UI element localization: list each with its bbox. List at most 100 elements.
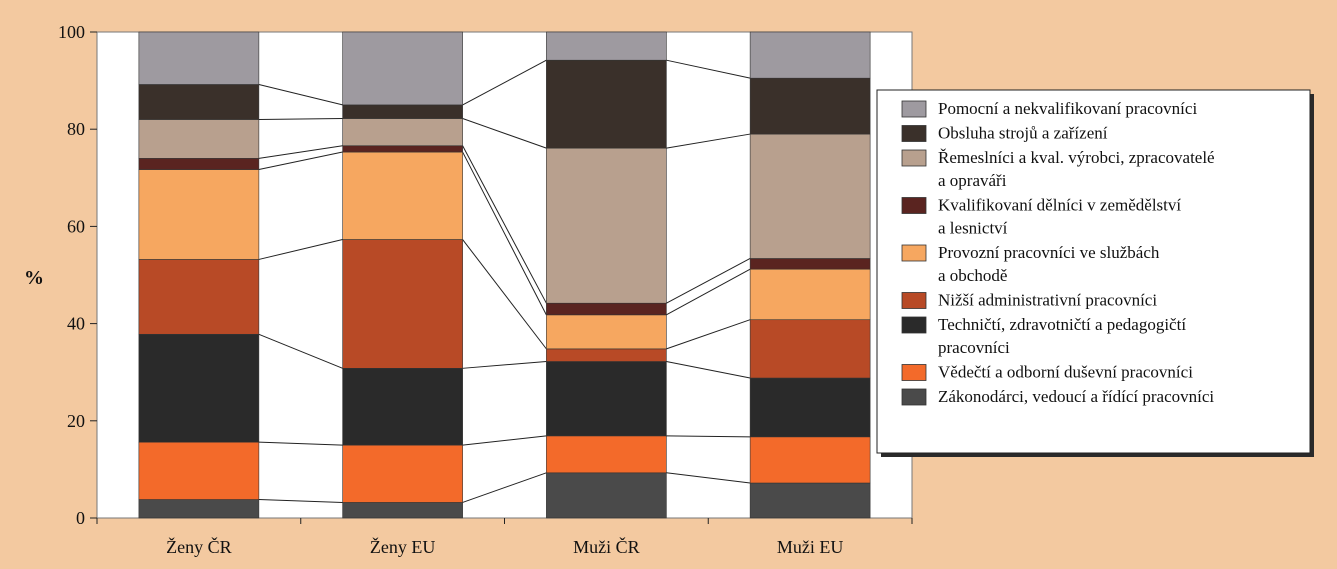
connector-line	[258, 239, 343, 260]
connector-line	[666, 258, 751, 304]
connector-line	[666, 472, 751, 484]
bar-segment	[342, 444, 463, 503]
bar-segment	[546, 314, 667, 350]
bar-segment	[138, 119, 260, 159]
legend-label: Zákonodárci, vedoucí a řídící pracovníci	[938, 387, 1214, 406]
connector-line	[462, 118, 547, 149]
legend-label: Kvalifikovaní dělníci v zemědělství	[938, 196, 1181, 215]
bar-segment	[138, 499, 260, 519]
bar-segment	[138, 158, 260, 170]
legend-swatch	[901, 100, 927, 118]
bar-segment	[138, 333, 260, 443]
y-axis: 0 20 40 60 80 100	[58, 22, 97, 528]
bar-segment	[749, 258, 871, 270]
connector-line	[666, 435, 751, 438]
bar-segment	[342, 104, 463, 119]
legend-label: a lesnictví	[938, 219, 1008, 238]
legend-swatch	[901, 197, 927, 214]
bar-segment	[342, 151, 463, 240]
y-tick-label: 60	[67, 216, 85, 236]
x-category-label: Ženy EU	[370, 536, 435, 557]
legend-swatch	[901, 125, 927, 142]
bar-segment	[749, 268, 871, 321]
connector-line	[462, 472, 547, 503]
legend-label: Techničtí, zdravotničtí a pedagogičtí	[938, 315, 1186, 334]
bar-segment	[342, 118, 463, 147]
legend-box	[876, 89, 1311, 454]
bar-segment	[546, 361, 667, 437]
bar-segment	[138, 84, 260, 120]
legend-label: Nižší administrativní pracovníci	[938, 291, 1157, 310]
connector-line	[258, 151, 343, 171]
y-tick-label: 20	[67, 411, 85, 431]
bar-segment	[342, 368, 463, 446]
bar-segment	[546, 147, 667, 304]
bar-segment	[749, 482, 871, 519]
bar-segment	[749, 377, 871, 438]
legend-label: Provozní pracovníci ve službách	[938, 243, 1160, 262]
x-category-label: Muži EU	[777, 537, 844, 557]
y-tick-label: 0	[76, 508, 85, 528]
connector-lines	[258, 59, 751, 503]
bar-segment	[138, 441, 260, 500]
connector-line	[462, 59, 547, 106]
bar-segment	[138, 31, 260, 85]
connector-line	[462, 145, 547, 304]
bar-segment	[749, 319, 871, 379]
connector-line	[258, 84, 343, 106]
legend-swatch	[901, 364, 927, 381]
connector-line	[666, 268, 751, 316]
bar-segment	[546, 31, 667, 61]
bar-segment	[342, 145, 463, 153]
bar-segment	[546, 435, 667, 474]
bar-segment	[546, 348, 667, 362]
legend-swatch	[901, 149, 927, 167]
connector-line	[666, 319, 751, 350]
connector-line	[666, 133, 751, 149]
connector-line	[258, 145, 343, 159]
bar-segment	[546, 302, 667, 316]
connector-line	[258, 333, 343, 369]
bar-segment	[749, 31, 871, 79]
legend-swatch	[901, 244, 927, 262]
legend-label: pracovníci	[938, 338, 1010, 357]
y-tick-label: 100	[58, 22, 85, 42]
legend: Pomocní a nekvalifikovaní pracovníci Obsl…	[876, 89, 1314, 457]
legend-swatch	[901, 292, 927, 309]
legend-label: Řemeslníci a kval. výrobci, zpracovatelé	[938, 148, 1215, 167]
bar-segment	[138, 259, 260, 335]
bars	[138, 31, 871, 519]
x-axis: Ženy ČR Ženy EU Muži ČR Muži EU	[96, 518, 913, 557]
bar-segment	[749, 133, 871, 259]
connector-line	[462, 435, 547, 446]
bar-segment	[546, 472, 667, 519]
bar-segment	[138, 169, 260, 260]
y-axis-label: %	[24, 267, 44, 289]
bar-segment	[749, 436, 871, 484]
x-category-label: Muži ČR	[573, 536, 640, 557]
connector-line	[258, 499, 343, 503]
connector-line	[258, 441, 343, 446]
legend-label: Pomocní a nekvalifikovaní pracovníci	[938, 99, 1197, 118]
legend-label: a obchodě	[938, 266, 1007, 285]
legend-swatch	[901, 316, 927, 334]
bar-segment	[342, 31, 463, 106]
legend-label: a opraváři	[938, 171, 1007, 190]
connector-line	[666, 59, 751, 79]
y-tick-label: 40	[67, 314, 85, 334]
y-tick-label: 80	[67, 119, 85, 139]
bar-segment	[546, 59, 667, 149]
legend-label: Vědečtí a odborní duševní pracovníci	[938, 363, 1193, 382]
bar-segment	[342, 502, 463, 519]
bar-segment	[342, 239, 463, 369]
legend-label: Obsluha strojů a zařízení	[938, 124, 1108, 143]
bar-segment	[749, 77, 871, 135]
connector-line	[462, 361, 547, 369]
connector-line	[666, 361, 751, 379]
connector-line	[258, 118, 343, 120]
legend-swatch	[901, 388, 927, 406]
connector-line	[462, 151, 547, 316]
connector-line	[462, 239, 547, 350]
x-category-label: Ženy ČR	[166, 536, 232, 557]
